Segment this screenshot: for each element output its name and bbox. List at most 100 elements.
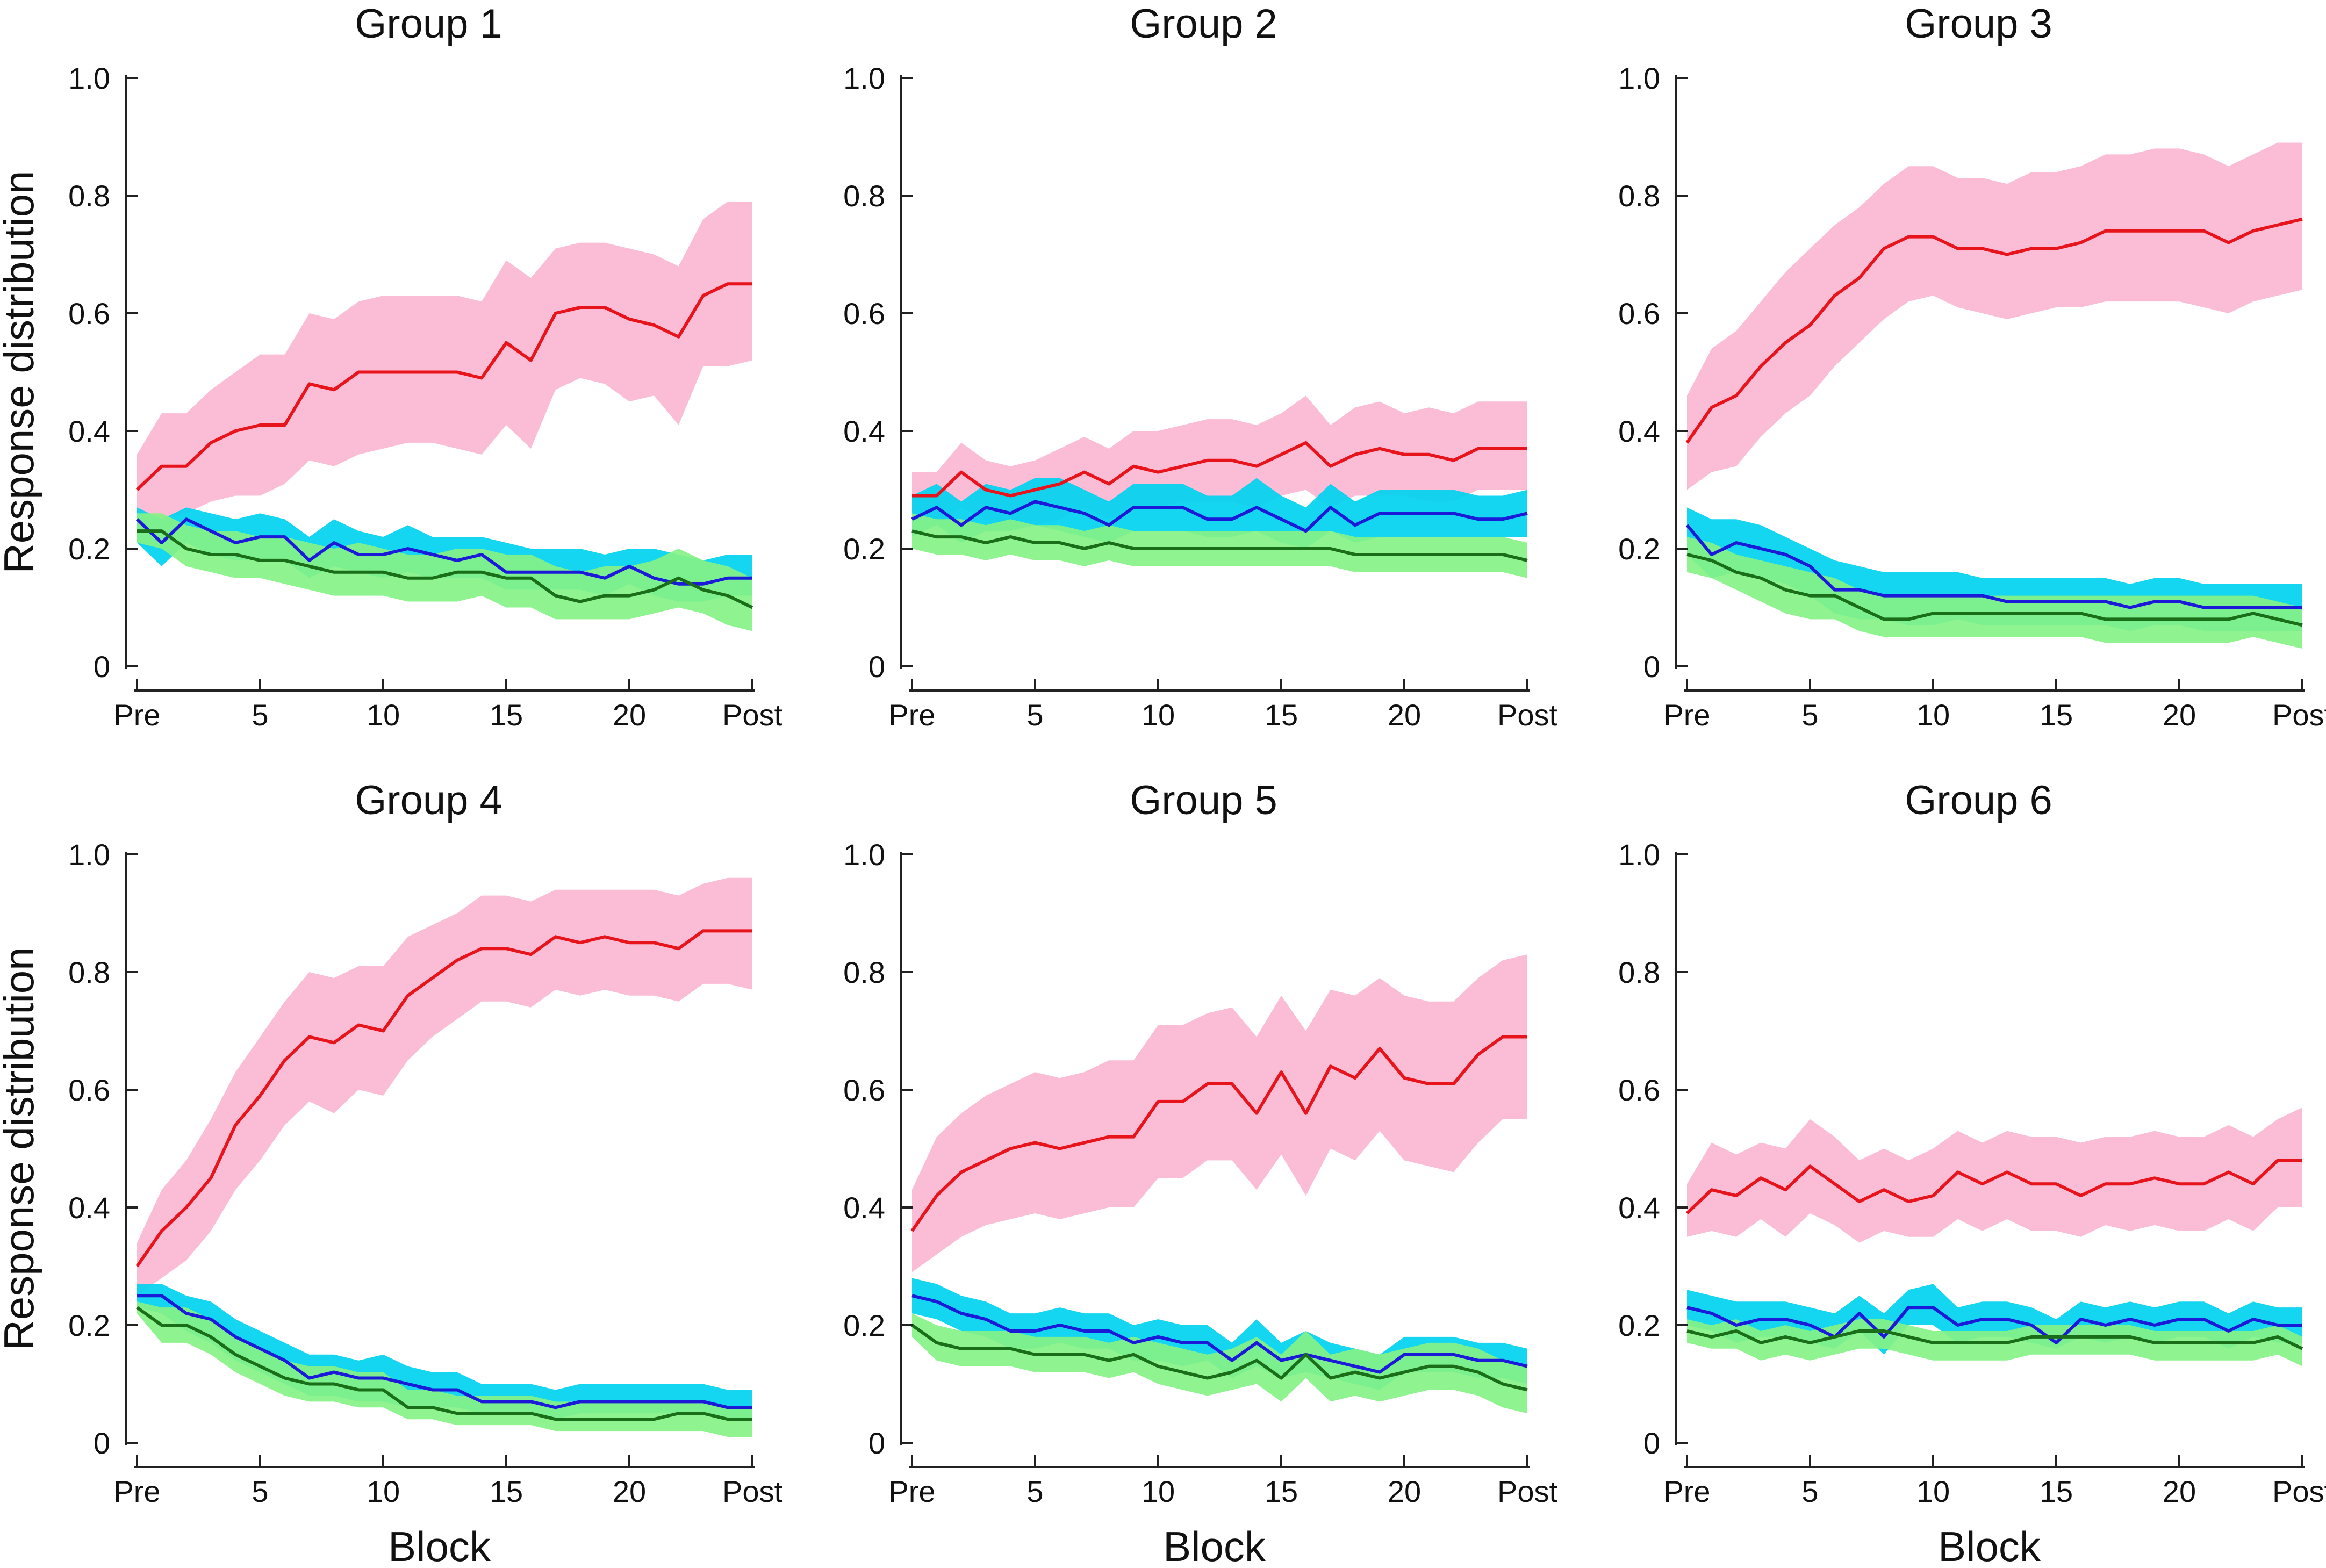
red-line: [1685, 217, 2303, 444]
x-axis-label: Block: [1938, 1523, 2041, 1568]
y-tick-label: 0: [1643, 650, 1660, 684]
blue-line: [1685, 524, 2302, 609]
y-tick-label: 1.0: [1618, 61, 1660, 95]
x-tick-label: Pre: [1663, 698, 1710, 732]
green-line: [1686, 553, 2303, 627]
y-tick-label: 1.0: [68, 61, 110, 95]
panel-2: Group 2 0 0.2 0.4 0.6 0.8 1.0 Pre 5 10 15 20 Post: [843, 1, 1557, 732]
y-tick-label: 0.8: [1618, 955, 1660, 989]
x-tick-label: 10: [1142, 698, 1175, 732]
y-tick-label: 0.6: [68, 297, 110, 330]
y-tick-label: 0.2: [843, 532, 885, 566]
panel-6: Group 6 0 0.2 0.4 0.6 0.8 1.0 Pre 5 10 15 20 Post Blo…: [1618, 778, 2326, 1568]
x-tick-label: 20: [1388, 1475, 1421, 1508]
y-tick-label: 0.2: [1618, 1308, 1660, 1342]
green-band: [912, 513, 1527, 578]
x-tick-label: 5: [1026, 698, 1043, 732]
y-tick-label: 0.2: [68, 1308, 110, 1342]
x-tick-label: 10: [367, 1475, 400, 1508]
green-band: [912, 1313, 1527, 1414]
x-tick-label: Post: [1497, 698, 1557, 732]
y-axis-label: Response distribution: [0, 170, 42, 573]
x-tick-label: 15: [1265, 1475, 1298, 1508]
green-line: [137, 529, 753, 609]
blue-line: [135, 517, 752, 586]
y-tick-label: 0.4: [1618, 414, 1660, 448]
green-line: [1686, 1329, 2303, 1350]
green-line: [911, 1324, 1528, 1392]
y-tick-label: 1.0: [1618, 838, 1660, 872]
panel-5: Group 5 0 0.2 0.4 0.6 0.8 1.0 Pre 5 10 15 20 Post Blo…: [843, 778, 1557, 1568]
blue-line: [911, 1294, 1528, 1374]
x-tick-label: 5: [252, 1475, 268, 1508]
panel-title: Group 2: [1130, 1, 1277, 47]
green-line: [136, 1306, 752, 1421]
panel-3: Group 3 0 0.2 0.4 0.6 0.8 1.0 Pre 5 10 15 20 Post: [1618, 1, 2326, 732]
red-line: [135, 929, 752, 1268]
y-tick-label: 0.4: [68, 414, 110, 448]
x-tick-label: 10: [1142, 1475, 1175, 1508]
y-tick-label: 0: [868, 1426, 885, 1460]
x-tick-label: Post: [722, 698, 782, 732]
panel-title: Group 4: [355, 778, 502, 823]
x-tick-label: 10: [367, 698, 400, 732]
blue-line: [1686, 1306, 2302, 1344]
y-tick-label: 0.8: [68, 179, 110, 213]
y-tick-label: 0.4: [843, 1191, 885, 1225]
y-tick-label: 0.2: [1618, 532, 1660, 566]
red-line: [1685, 1159, 2302, 1215]
y-tick-label: 0.8: [843, 955, 885, 989]
x-tick-label: 5: [1026, 1475, 1043, 1508]
x-tick-label: Pre: [1663, 1475, 1710, 1508]
y-tick-label: 0.8: [843, 179, 885, 213]
y-tick-label: 1.0: [843, 61, 885, 95]
x-tick-label: 10: [1916, 1475, 1950, 1508]
y-tick-label: 0.2: [843, 1308, 885, 1342]
y-tick-label: 0.4: [843, 414, 885, 448]
red-band: [912, 954, 1527, 1272]
red-line: [910, 1035, 1527, 1232]
y-tick-label: 0.8: [1618, 179, 1660, 213]
panel-1: Group 1 0 0.2 0.4 0.6 0.8 1.0 Pre 5 10 15 20 Post Res…: [0, 1, 782, 732]
x-tick-label: Post: [2272, 698, 2326, 732]
x-tick-label: 20: [2163, 698, 2196, 732]
panel-title: Group 5: [1130, 778, 1277, 823]
red-band: [1687, 142, 2302, 490]
x-tick-label: 5: [252, 698, 268, 732]
y-tick-label: 0.6: [843, 297, 885, 330]
y-tick-label: 0: [1643, 1426, 1660, 1460]
x-tick-label: 10: [1916, 698, 1950, 732]
red-band: [137, 201, 752, 526]
x-tick-label: Pre: [113, 1475, 160, 1508]
red-line: [912, 441, 1527, 498]
blue-line: [137, 1294, 752, 1409]
y-tick-label: 1.0: [68, 838, 110, 872]
x-tick-label: 15: [490, 1475, 523, 1508]
x-tick-label: Pre: [113, 698, 160, 732]
green-band: [137, 513, 752, 631]
x-tick-label: 15: [2040, 1475, 2073, 1508]
x-tick-label: 15: [490, 698, 523, 732]
x-tick-label: 5: [1801, 1475, 1818, 1508]
y-tick-label: 1.0: [843, 838, 885, 872]
y-tick-label: 0.6: [1618, 1073, 1660, 1107]
x-axis-label: Block: [388, 1523, 491, 1568]
x-tick-label: 5: [1801, 698, 1818, 732]
x-axis-label: Block: [1163, 1523, 1266, 1568]
panel-4: Group 4 0 0.2 0.4 0.6 0.8 1.0 Pre 5 10 15 20 Post Res…: [0, 778, 782, 1568]
green-line: [911, 529, 1528, 562]
x-tick-label: 20: [613, 1475, 646, 1508]
y-tick-label: 0.6: [1618, 297, 1660, 330]
panel-title: Group 6: [1905, 778, 2052, 823]
red-line: [135, 282, 752, 491]
y-tick-label: 0.4: [68, 1191, 110, 1225]
x-tick-label: Post: [1497, 1475, 1557, 1508]
x-tick-label: Pre: [888, 1475, 935, 1508]
x-tick-label: 20: [613, 698, 646, 732]
x-tick-label: Post: [722, 1475, 782, 1508]
x-tick-label: 20: [1388, 698, 1421, 732]
y-axis-label: Response distribution: [0, 947, 42, 1350]
x-tick-label: 15: [2040, 698, 2073, 732]
red-band: [137, 877, 752, 1296]
